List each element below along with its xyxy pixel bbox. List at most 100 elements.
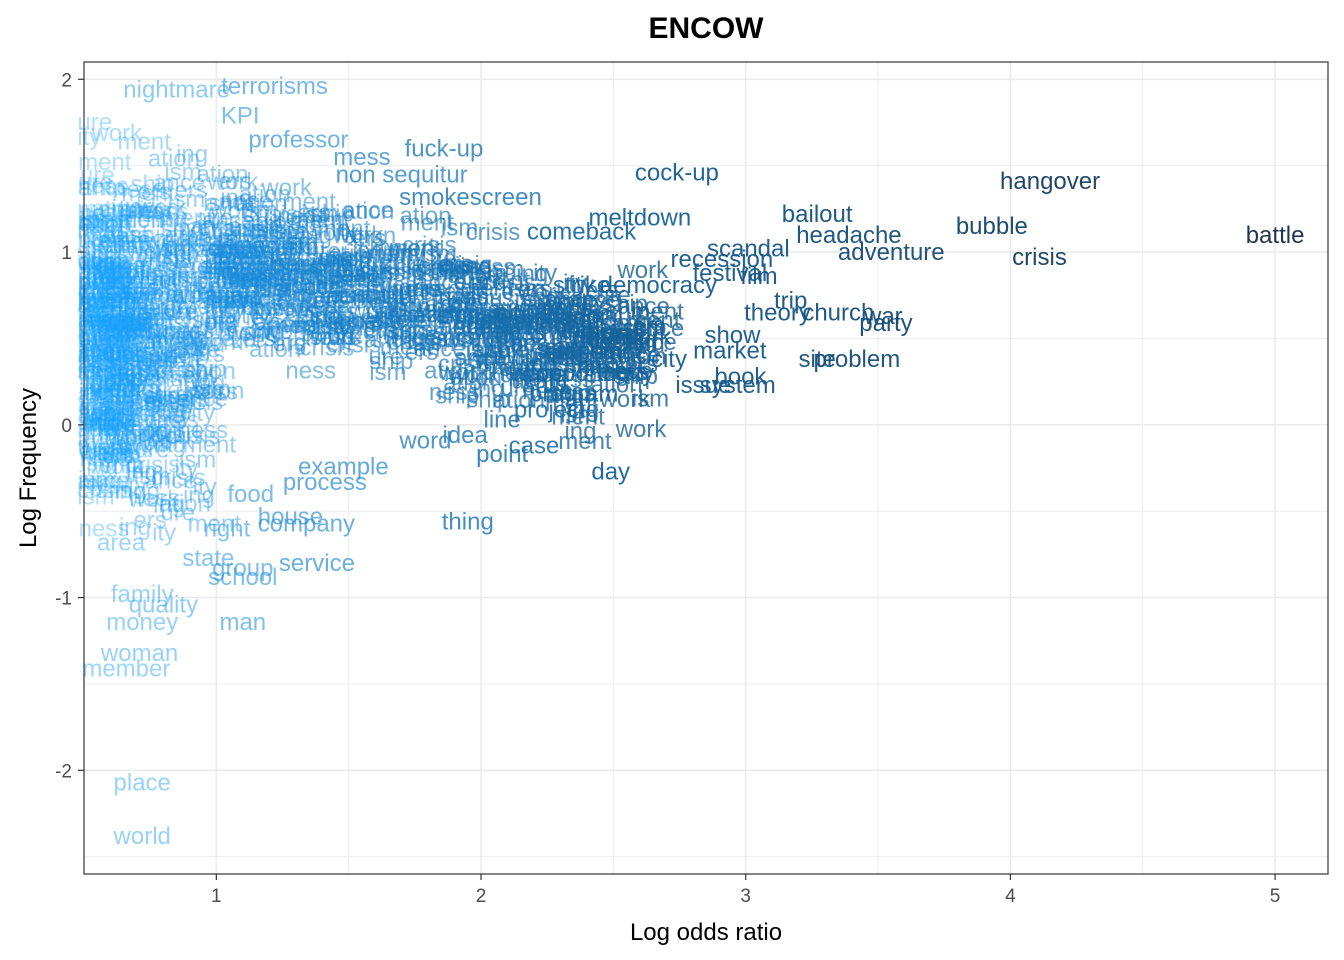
cloud-word: work bbox=[260, 175, 313, 202]
cloud-word: ment bbox=[94, 254, 148, 281]
cloud-word: ness bbox=[108, 355, 159, 382]
cloud-word: ity bbox=[79, 401, 103, 428]
cloud-word: ship bbox=[606, 344, 650, 371]
cloud-word: ance bbox=[632, 315, 684, 342]
cloud-word: ure bbox=[206, 312, 241, 339]
cloud-word: ness bbox=[83, 233, 134, 260]
cloud-word: ance bbox=[89, 404, 141, 431]
cloud-word: ment bbox=[477, 267, 531, 294]
cloud-word: ism bbox=[98, 413, 135, 440]
cloud-word: ment bbox=[508, 365, 562, 392]
cloud-word: ism bbox=[225, 287, 262, 314]
cloud-word: ity bbox=[437, 304, 461, 331]
cloud-word: ers bbox=[207, 235, 240, 262]
cloud-word: ness bbox=[163, 318, 214, 345]
cloud-word: ment bbox=[433, 313, 487, 340]
cloud-word: ship bbox=[483, 302, 527, 329]
cloud-word: ism bbox=[85, 380, 122, 407]
cloud-word: ance bbox=[77, 467, 129, 494]
cloud-word: ism bbox=[86, 265, 123, 292]
cloud-word: ity bbox=[190, 356, 214, 383]
y-tick-label: 2 bbox=[61, 70, 72, 91]
cloud-word: ment bbox=[79, 268, 133, 295]
chart-title: ENCOW bbox=[649, 12, 765, 45]
cloud-word: ness bbox=[188, 379, 239, 406]
cloud-word: ance bbox=[568, 286, 620, 313]
cloud-word: ing bbox=[149, 418, 181, 445]
word-label: day bbox=[591, 458, 630, 485]
cloud-word: ing bbox=[591, 301, 623, 328]
cloud-word: ance bbox=[82, 341, 134, 368]
cloud-word: ure bbox=[269, 250, 304, 277]
cloud-word: ness bbox=[299, 292, 350, 319]
cloud-word: ism bbox=[100, 280, 137, 307]
cloud-word: ism bbox=[86, 257, 123, 284]
cloud-word: ship bbox=[130, 222, 174, 249]
cloud-word: ance bbox=[257, 218, 309, 245]
cloud-word: work bbox=[142, 428, 195, 455]
word-label: war bbox=[863, 303, 903, 330]
cloud-word: ure bbox=[81, 337, 116, 364]
cloud-word: work bbox=[143, 228, 196, 255]
cloud-word: ation bbox=[255, 221, 307, 248]
cloud-word: ation bbox=[184, 358, 236, 385]
cloud-word: crisis bbox=[78, 312, 133, 339]
cloud-word: ship bbox=[134, 342, 178, 369]
cloud-word: ism bbox=[164, 159, 201, 186]
cloud-word: work bbox=[153, 269, 206, 296]
cloud-word: ment bbox=[183, 431, 237, 458]
word-label: party bbox=[859, 310, 912, 337]
cloud-word: crisis bbox=[249, 219, 304, 246]
cloud-word: work bbox=[128, 486, 181, 513]
cloud-word: work bbox=[111, 194, 164, 221]
cloud-word: ation bbox=[77, 341, 129, 368]
cloud-word: ism bbox=[145, 262, 182, 289]
cloud-word: ation bbox=[133, 284, 185, 311]
cloud-word: ship bbox=[614, 363, 658, 390]
cloud-word: ness bbox=[239, 232, 290, 259]
cloud-word: work bbox=[548, 317, 601, 344]
cloud-word: ship bbox=[114, 274, 158, 301]
cloud-word: ation bbox=[249, 336, 301, 363]
cloud-word: crisis bbox=[99, 197, 154, 224]
cloud-word: ment bbox=[483, 354, 537, 381]
cloud-word: ity bbox=[139, 390, 163, 417]
cloud-word: ity bbox=[89, 310, 113, 337]
cloud-word: ance bbox=[87, 311, 139, 338]
cloud-word: ism bbox=[164, 317, 201, 344]
cloud-word: ation bbox=[399, 203, 451, 230]
cloud-word: ity bbox=[79, 285, 103, 312]
cloud-word: ers bbox=[82, 346, 115, 373]
cloud-word: ment bbox=[460, 275, 514, 302]
cloud-word: ure bbox=[347, 307, 382, 334]
cloud-word: work bbox=[538, 290, 591, 317]
cloud-word: ance bbox=[78, 277, 130, 304]
y-tick-label: 1 bbox=[61, 243, 72, 264]
cloud-word: work bbox=[154, 337, 207, 364]
cloud-word: ment bbox=[539, 305, 593, 332]
cloud-word: work bbox=[474, 307, 527, 334]
word-label: word bbox=[398, 427, 451, 454]
cloud-word: ers bbox=[143, 296, 176, 323]
cloud-word: ance bbox=[492, 294, 544, 321]
cloud-word: ers bbox=[251, 249, 284, 276]
word-label: crisis bbox=[1012, 244, 1067, 271]
cloud-word: ment bbox=[145, 389, 199, 416]
cloud-word: crisis bbox=[152, 225, 207, 252]
cloud-word: ity bbox=[82, 224, 106, 251]
cloud-word: ity bbox=[579, 321, 603, 348]
cloud-word: ers bbox=[503, 313, 536, 340]
cloud-word: ing bbox=[86, 261, 118, 288]
word-label: place bbox=[114, 769, 171, 796]
word-label: adventure bbox=[838, 239, 945, 266]
cloud-word: ship bbox=[104, 310, 148, 337]
cloud-word: ship bbox=[261, 232, 305, 259]
cloud-word: crisis bbox=[197, 274, 252, 301]
cloud-word: ment bbox=[90, 376, 144, 403]
cloud-word: ness bbox=[77, 327, 128, 354]
cloud-word: ness bbox=[79, 446, 130, 473]
cloud-word: ers bbox=[450, 293, 483, 320]
cloud-word: ation bbox=[159, 491, 211, 518]
cloud-word: ism bbox=[281, 234, 318, 261]
